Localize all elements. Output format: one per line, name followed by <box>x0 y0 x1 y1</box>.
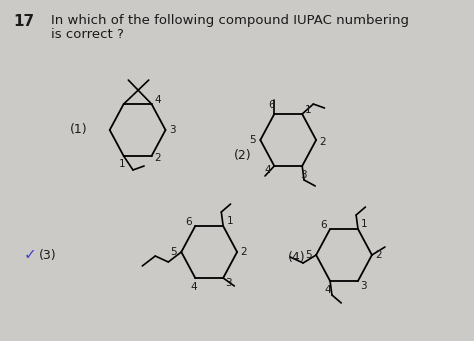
Text: In which of the following compound IUPAC numbering: In which of the following compound IUPAC… <box>51 14 409 27</box>
Text: 1: 1 <box>227 216 233 226</box>
Text: is correct ?: is correct ? <box>51 28 124 41</box>
Text: 4: 4 <box>264 165 271 175</box>
Text: 2: 2 <box>154 153 160 163</box>
Text: 3: 3 <box>169 125 175 135</box>
Text: 4: 4 <box>155 95 161 105</box>
Text: 17: 17 <box>13 14 34 29</box>
Text: (4): (4) <box>288 252 306 265</box>
Text: 2: 2 <box>319 137 326 147</box>
Text: (3): (3) <box>39 249 57 262</box>
Text: 2: 2 <box>375 250 382 260</box>
Text: 4: 4 <box>190 282 197 292</box>
Text: 4: 4 <box>325 285 331 295</box>
Text: 5: 5 <box>171 247 177 257</box>
Text: 6: 6 <box>268 100 275 110</box>
Text: 1: 1 <box>304 105 311 115</box>
Text: 5: 5 <box>250 135 256 145</box>
Text: 5: 5 <box>305 250 312 260</box>
Text: 1: 1 <box>118 159 125 169</box>
Text: 6: 6 <box>320 220 327 230</box>
Text: (2): (2) <box>234 148 252 162</box>
Text: 3: 3 <box>360 281 367 291</box>
Text: 2: 2 <box>240 247 247 257</box>
Text: ✓: ✓ <box>23 248 36 263</box>
Text: 3: 3 <box>226 278 232 288</box>
Text: (1): (1) <box>70 123 87 136</box>
Text: 6: 6 <box>185 217 192 227</box>
Text: 3: 3 <box>300 170 306 180</box>
Text: 1: 1 <box>361 219 368 229</box>
